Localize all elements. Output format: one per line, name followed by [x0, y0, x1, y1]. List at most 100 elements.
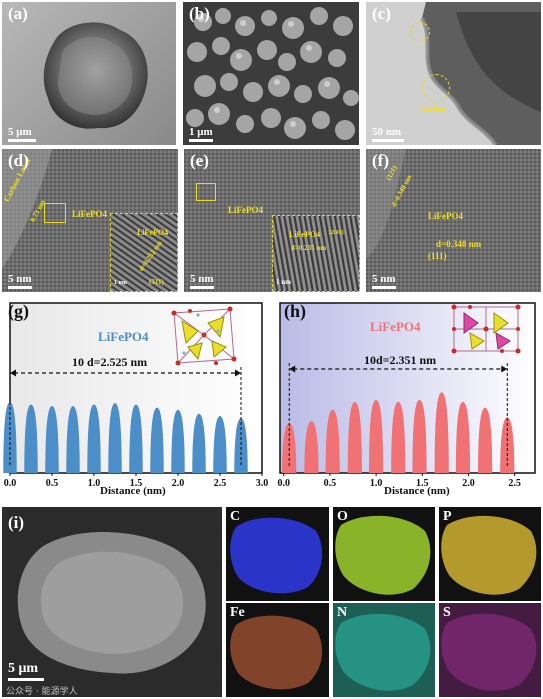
panel-label: (h): [284, 301, 306, 321]
x-tick-label: 3.0: [256, 478, 268, 489]
arrow-head: [10, 369, 16, 377]
panel-g-profile: 0.0 0.5 1.0 1.5 2.0 2.5 3.0 (g) LiFePO4 10 d=2…: [2, 297, 268, 503]
tem-particle-illustration: [366, 2, 541, 145]
profile-peak: [192, 413, 206, 473]
x-tick-label: 2.5: [508, 478, 521, 489]
profile-peak: [150, 407, 164, 473]
panel-label: (g): [8, 301, 29, 321]
profile-peak: [478, 407, 493, 473]
panel-label: (a): [8, 4, 28, 23]
scale-bar: 5 nm: [190, 273, 214, 289]
scale-bar: 5 μm: [8, 126, 36, 142]
profile-peak: [347, 401, 362, 473]
eds-map-carbon: C: [226, 507, 329, 601]
lattice-inset: LiFePO4 d=0.235 nm (2/41) 1 nm: [272, 215, 360, 292]
x-tick-label: 2.0: [172, 478, 185, 489]
profile-peak: [108, 403, 122, 473]
panel-label: (e): [190, 151, 209, 170]
arrow-head: [235, 369, 241, 377]
x-tick-label: 1.0: [370, 478, 383, 489]
arrow-head: [501, 365, 508, 373]
element-distribution: [230, 517, 323, 594]
periodicity-annotation: 10 d=2.525 nm: [72, 355, 148, 369]
panel-i-sem-image: (i) 5 μm 公众号 · 能源学人: [2, 507, 222, 697]
crystal-structure-icon: [168, 303, 238, 367]
profile-peak: [412, 400, 427, 473]
x-tick-label: 0.5: [46, 478, 59, 489]
panel-label: (c): [372, 4, 391, 23]
profile-peak: [45, 406, 59, 473]
plot-area: [279, 302, 536, 474]
profile-peak: [391, 401, 406, 473]
crystal-structure-icon: [450, 303, 522, 355]
x-tick-label: 2.5: [214, 478, 227, 489]
panel-label: (f): [372, 151, 389, 170]
panel-label: (b): [189, 4, 210, 23]
x-tick-label: 1.5: [130, 478, 143, 489]
scale-bar: 5 nm: [372, 273, 396, 289]
panel-e-hrtem-image: LiFePO4 LiFePO4 d=0.235 nm (2/41) 1 nm (…: [184, 149, 360, 292]
panel-label: (d): [8, 151, 29, 170]
profile-peak: [368, 400, 384, 473]
scale-bar: 5 nm: [8, 273, 32, 289]
series-label: LiFePO4: [370, 319, 421, 334]
lattice-inset: LiFePO4 d=0.252 nm (311) 1 nm: [110, 213, 178, 292]
d-spacing-label: d=0.348 nm: [436, 239, 482, 249]
line-profile-chart-h: 0.0 0.5 1.0 1.5 2.0 2.5: [277, 302, 536, 489]
nanoparticle-texture: [183, 2, 359, 145]
element-distribution: [441, 515, 537, 595]
profile-peak: [66, 406, 80, 473]
hrtem-texture: [366, 149, 541, 292]
scale-bar: 50 nm: [372, 126, 404, 142]
watermark: 公众号 · 能源学人: [6, 687, 78, 697]
plane-label: (111): [428, 251, 447, 261]
x-tick-label: 0.5: [324, 478, 337, 489]
panel-b-sem-image: (b) 1 μm: [183, 2, 359, 145]
eds-map-oxygen: O: [333, 507, 435, 601]
x-axis-label: Distance (nm): [384, 485, 450, 497]
profile-peak: [325, 409, 340, 473]
panel-d-hrtem-image: Carbon Layer 0.73 nm LiFePO4 LiFePO4 d=0…: [2, 149, 178, 292]
x-tick-label: 0.0: [277, 478, 290, 489]
zoom-region-box: [44, 203, 66, 223]
arrow-head: [289, 365, 296, 373]
x-tick-label: 1.0: [88, 478, 101, 489]
x-axis-label: Distance (nm): [100, 485, 166, 497]
profile-peak: [455, 401, 471, 473]
material-label: LiFePO4: [428, 211, 463, 221]
x-tick-label: 2.0: [462, 478, 475, 489]
carbon-circle-marker: [422, 74, 450, 102]
material-label: LiFePO4: [72, 209, 107, 219]
profile-peak: [234, 418, 248, 473]
x-tick-label: 1.5: [416, 478, 429, 489]
carbon-circle-marker: [410, 22, 430, 42]
panel-f-hrtem-image: (121) d=0.348 nm LiFePO4 d=0.348 nm (111…: [366, 149, 541, 292]
profile-peak: [434, 392, 449, 473]
series-label: LiFePO4: [98, 329, 149, 344]
element-distribution: [333, 603, 435, 697]
eds-map-iron: Fe: [226, 603, 329, 697]
eds-map-phosphorus: P: [439, 507, 541, 601]
scale-bar: 1 μm: [189, 126, 213, 142]
panel-h-profile: 0.0 0.5 1.0 1.5 2.0 2.5 (h) LiFePO4 10d=2.351…: [274, 297, 541, 503]
material-label: LiFePO4: [228, 205, 263, 215]
carbon-label: Carbon: [420, 104, 447, 113]
panel-label: (i): [8, 513, 25, 532]
scale-bar: 5 μm: [8, 661, 44, 681]
profile-peak: [304, 421, 319, 473]
particle-cluster-illustration: [43, 22, 148, 129]
profile-peak: [171, 409, 185, 473]
element-distribution: [439, 603, 541, 697]
periodicity-annotation: 10d=2.351 nm: [364, 353, 437, 367]
element-distribution: [230, 615, 323, 690]
x-tick-label: 0.0: [4, 478, 17, 489]
profile-peak: [87, 404, 101, 473]
panel-c-tem-image: Carbon (c) 50 nm: [366, 2, 541, 145]
eds-map-nitrogen: N: [333, 603, 435, 697]
element-distribution: [335, 515, 431, 595]
profile-peak: [213, 416, 227, 473]
profile-peak: [24, 404, 38, 473]
profile-peak: [129, 404, 143, 473]
zoom-region-box: [196, 183, 216, 201]
panel-a-sem-image: (a) 5 μm: [2, 2, 176, 145]
